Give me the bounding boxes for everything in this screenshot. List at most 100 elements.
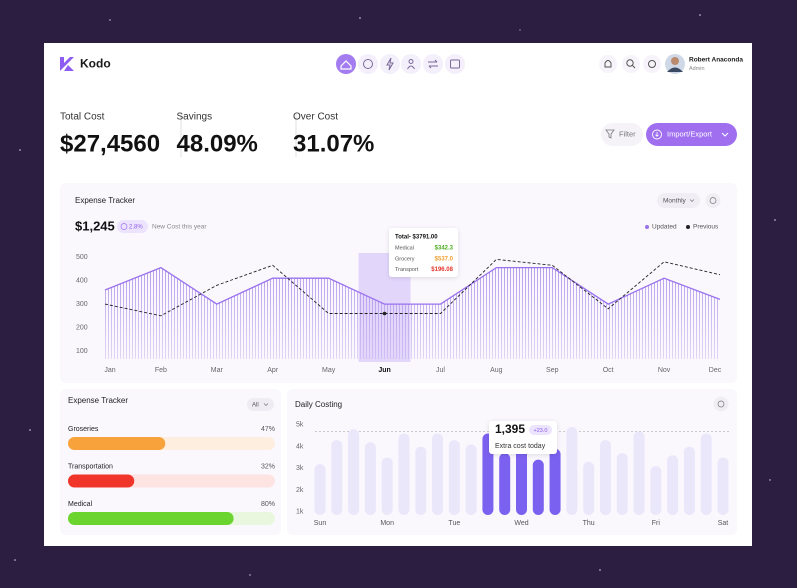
x-tick-label: Mon [380, 520, 394, 527]
y-tick-label: 400 [76, 277, 88, 284]
previous-line [104, 258, 721, 317]
expense-title: Expense Tracker [75, 196, 135, 205]
nav [336, 54, 465, 74]
user-role: Admin [689, 66, 705, 72]
import-export-label: Import/Export [667, 129, 713, 138]
category-filter[interactable] [247, 398, 274, 411]
bar [415, 446, 427, 515]
stat-value: 48.09% [177, 130, 258, 157]
updated-line [104, 266, 721, 305]
category-label: Transportation [68, 463, 113, 470]
bar [314, 463, 326, 515]
y-tick-label: 200 [76, 324, 88, 331]
category-bar [68, 437, 166, 450]
search[interactable] [622, 55, 640, 73]
tooltip-title: Total- $3791.00 [395, 235, 438, 241]
category-percent: 80% [261, 501, 275, 508]
bar [448, 440, 460, 515]
x-tick-label: Tue [448, 520, 460, 527]
notifications[interactable] [599, 55, 617, 73]
daily-chart: 5k 4k 3k 2k 1k Sun Mon Tue Wed Thu Fri Sat 1,395 +23.… [296, 421, 730, 527]
daily-tooltip-badge [529, 425, 552, 435]
x-tick-label: Jul [436, 367, 445, 374]
y-tick-label: 5k [296, 422, 304, 429]
period-select[interactable] [657, 193, 700, 208]
y-tick-label: 1k [296, 509, 304, 516]
y-tick-label: 100 [76, 348, 88, 355]
bar [381, 457, 393, 515]
period-label: Monthly [663, 198, 687, 205]
nav-files[interactable] [445, 54, 465, 74]
bar [717, 457, 729, 515]
x-tick-label: Jun [378, 367, 390, 374]
change-value: 2.8% [129, 224, 143, 230]
bar [348, 429, 360, 515]
legend-dot [645, 225, 649, 229]
stars [14, 14, 776, 576]
stat-label: Savings [177, 112, 213, 123]
bar [667, 455, 679, 515]
bar [549, 448, 561, 515]
tooltip-value: $537.0 [435, 256, 454, 262]
import-export-button[interactable] [646, 123, 737, 146]
category-label: Groseries [68, 426, 99, 433]
bar [532, 459, 544, 515]
daily-tooltip-value: 1,395 [495, 422, 525, 436]
x-tick-label: Thu [583, 520, 595, 527]
expense-amount: $1,245 [75, 218, 115, 233]
bar [398, 433, 410, 515]
category-card [60, 389, 281, 535]
category-bar [68, 512, 234, 525]
filter-label: Filter [619, 129, 636, 138]
bar [616, 453, 628, 515]
x-tick-label: Oct [603, 367, 614, 374]
legend-label: Previous [693, 224, 719, 231]
bar [599, 440, 611, 515]
x-tick-label: Wed [514, 520, 528, 527]
nav-transfer[interactable] [423, 54, 443, 74]
category-bar [68, 474, 135, 488]
x-tick-label: Fri [652, 520, 661, 527]
stat-label: Over Cost [293, 112, 338, 123]
brand: Kodo [80, 57, 111, 71]
nav-home[interactable] [336, 54, 356, 74]
tooltip-value: $342.3 [435, 246, 454, 252]
bar [465, 444, 477, 515]
category-percent: 32% [261, 463, 275, 470]
x-tick-label: Jan [104, 367, 115, 374]
bar [700, 433, 712, 515]
tooltip-value: $196.08 [431, 267, 453, 273]
y-tick-label: 4k [296, 443, 304, 450]
x-tick-label: Dec [709, 367, 722, 374]
tooltip-label: Medical [395, 245, 414, 251]
daily-refresh[interactable] [713, 396, 729, 412]
bar [364, 442, 376, 515]
tooltip [389, 228, 458, 277]
daily-tooltip-change: +23.0 [534, 428, 548, 434]
x-tick-label: Nov [658, 367, 671, 374]
refresh-button[interactable] [705, 193, 721, 208]
filter-button[interactable] [601, 123, 643, 146]
bar [499, 453, 511, 515]
settings[interactable] [643, 55, 661, 73]
nav-activity[interactable] [380, 54, 400, 74]
stat-value: $27,4560 [60, 130, 160, 157]
y-tick-label: 2k [296, 487, 304, 494]
x-tick-label: Sat [718, 520, 729, 527]
category-percent: 47% [261, 426, 275, 433]
bar [432, 433, 444, 515]
expense-chart: 100 200 300 400 500 Jan Feb Mar Apr May Jun Jul Aug S… [76, 224, 722, 374]
expense-note: New Cost this year [152, 224, 207, 231]
nav-reports[interactable] [358, 54, 378, 74]
stat-label: Total Cost [60, 112, 105, 123]
bar [583, 461, 595, 515]
tooltip-label: Grocery [395, 256, 415, 262]
category-label: Medical [68, 501, 93, 508]
legend-dot [686, 225, 690, 229]
stat-value: 31.07% [293, 130, 374, 157]
highlight-dot [382, 311, 387, 316]
x-tick-label: Feb [155, 367, 167, 374]
bar [650, 466, 662, 515]
y-tick-label: 300 [76, 301, 88, 308]
header-tools: Robert Anaconda Admin [599, 54, 743, 74]
